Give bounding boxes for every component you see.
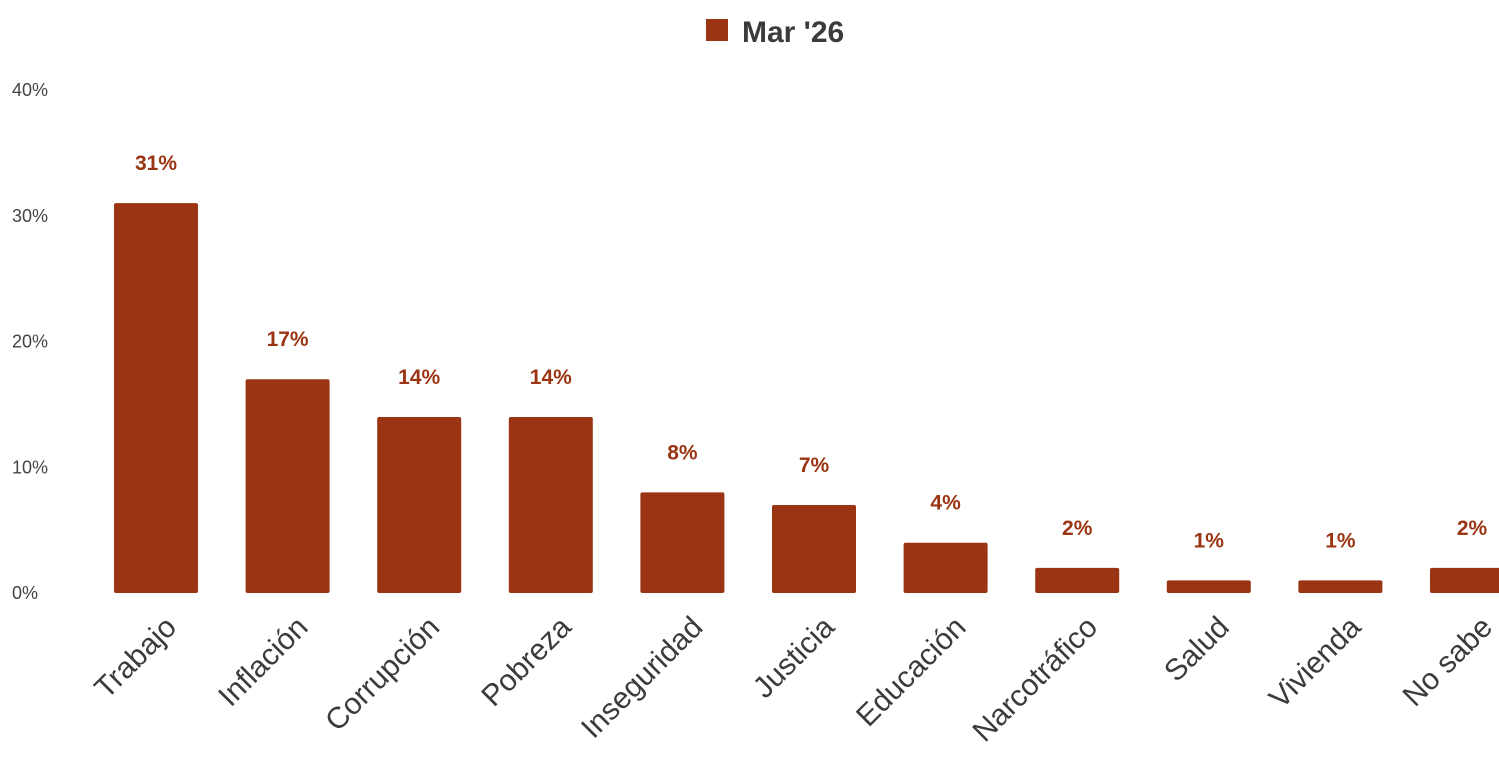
bar (1298, 580, 1383, 593)
y-axis: 0% 10% 20% 30% 40% (12, 80, 48, 603)
data-label: 8% (667, 441, 698, 464)
x-tick-label: Educación (850, 611, 972, 733)
legend: Mar '26 (706, 16, 844, 49)
bar (640, 492, 725, 593)
x-tick-label: Pobreza (475, 610, 578, 713)
x-tick-label: Inflación (212, 611, 314, 713)
x-axis: Trabajo Inflación Corrupción PobrezaInsegur… (88, 610, 1498, 748)
y-tick-label: 30% (12, 206, 48, 226)
bar (903, 542, 988, 593)
bar (1035, 567, 1120, 593)
bar (1430, 567, 1499, 593)
data-label: 31% (135, 152, 177, 175)
y-tick-label: 10% (12, 457, 48, 477)
x-tick-label: Vivienda (1263, 610, 1368, 715)
bar (772, 504, 856, 593)
data-label: 2% (1062, 517, 1093, 540)
data-label: 4% (930, 492, 961, 515)
data-label: 17% (267, 328, 309, 351)
data-label: 14% (530, 366, 572, 389)
x-tick-label: Inseguridad (575, 611, 709, 745)
bar (114, 203, 198, 594)
y-tick-label: 40% (12, 80, 48, 100)
bar (1166, 580, 1251, 593)
x-tick-label: Corrupción (319, 611, 446, 738)
bar (508, 416, 593, 593)
y-tick-label: 20% (12, 332, 48, 352)
data-label: 7% (799, 454, 830, 477)
legend-swatch (706, 19, 728, 41)
x-tick-label: No sabe (1397, 611, 1499, 713)
data-label: 2% (1457, 517, 1488, 540)
x-tick-label: Salud (1158, 611, 1236, 689)
data-label: 14% (398, 366, 440, 389)
x-tick-label: Narcotráfico (966, 611, 1104, 749)
x-tick-label: Justicia (747, 610, 841, 704)
data-labels: 31% 17% 14% 14% 8% 7% 4% 2% 1% 1% 2% (135, 152, 1488, 552)
bar (377, 416, 462, 593)
bars (114, 203, 1499, 594)
data-label: 1% (1325, 529, 1356, 552)
data-label: 1% (1194, 529, 1225, 552)
legend-label: Mar '26 (742, 16, 844, 49)
x-tick-label: Trabajo (88, 611, 182, 705)
bar (245, 379, 330, 593)
y-tick-label: 0% (12, 583, 38, 603)
